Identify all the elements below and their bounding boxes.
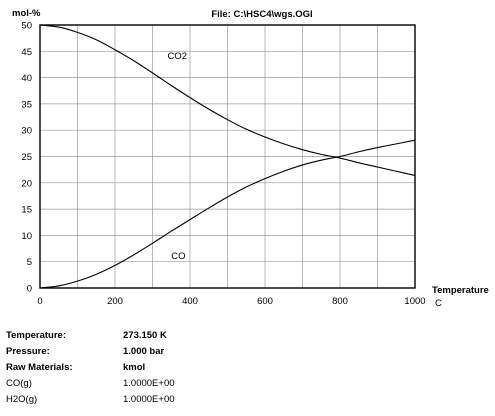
y-axis-label: mol-%	[12, 8, 41, 19]
y-tick-label: 45	[21, 47, 32, 58]
info-label: H2O(g)	[6, 394, 38, 405]
info-label: CO(g)	[6, 378, 32, 389]
series-lines: CO2 CO	[39, 24, 416, 289]
series-label-co: CO	[171, 251, 185, 262]
y-tick-label: 30	[21, 126, 32, 137]
series-line-co2	[39, 24, 416, 176]
y-tick-label: 50	[21, 21, 32, 32]
x-axis-unit: C	[435, 298, 442, 309]
x-tick-label: 0	[37, 296, 42, 307]
x-tick-label: 800	[332, 296, 348, 307]
info-label: Temperature:	[6, 330, 67, 341]
y-tick-label: 35	[21, 99, 32, 110]
y-tick-label: 20	[21, 178, 32, 189]
chart: File: C:\HSC4\wgs.OGI mol-% Temperature …	[12, 8, 489, 309]
y-tick-label: 10	[21, 231, 32, 242]
y-tick-label: 0	[27, 284, 32, 295]
series-label-co2: CO2	[168, 51, 188, 62]
x-axis-label: Temperature	[432, 285, 489, 296]
x-tick-label: 400	[182, 296, 198, 307]
chart-title: File: C:\HSC4\wgs.OGI	[211, 9, 312, 20]
y-tick-label: 25	[21, 152, 32, 163]
info-value: 273.150 K	[123, 330, 167, 341]
y-tick-label: 40	[21, 73, 32, 84]
x-tick-label: 600	[257, 296, 273, 307]
series-line-co	[39, 139, 416, 289]
x-tick-label: 1000	[404, 296, 425, 307]
y-tick-label: 15	[21, 205, 32, 216]
plot-frame	[39, 24, 416, 289]
info-value: 1.000 bar	[123, 346, 165, 357]
info-label: Pressure:	[6, 346, 50, 357]
info-value: 1.0000E+00	[123, 394, 175, 405]
x-tick-label: 200	[107, 296, 123, 307]
info-label: Raw Materials:	[6, 362, 73, 373]
info-value: 1.0000E+00	[123, 378, 175, 389]
grid	[40, 25, 415, 288]
info-value: kmol	[123, 362, 146, 373]
tick-labels: 0 200 400 600 800 1000 0 5 10 15 20 25 30 35 40 45 50	[21, 21, 425, 308]
y-tick-label: 5	[27, 257, 32, 268]
